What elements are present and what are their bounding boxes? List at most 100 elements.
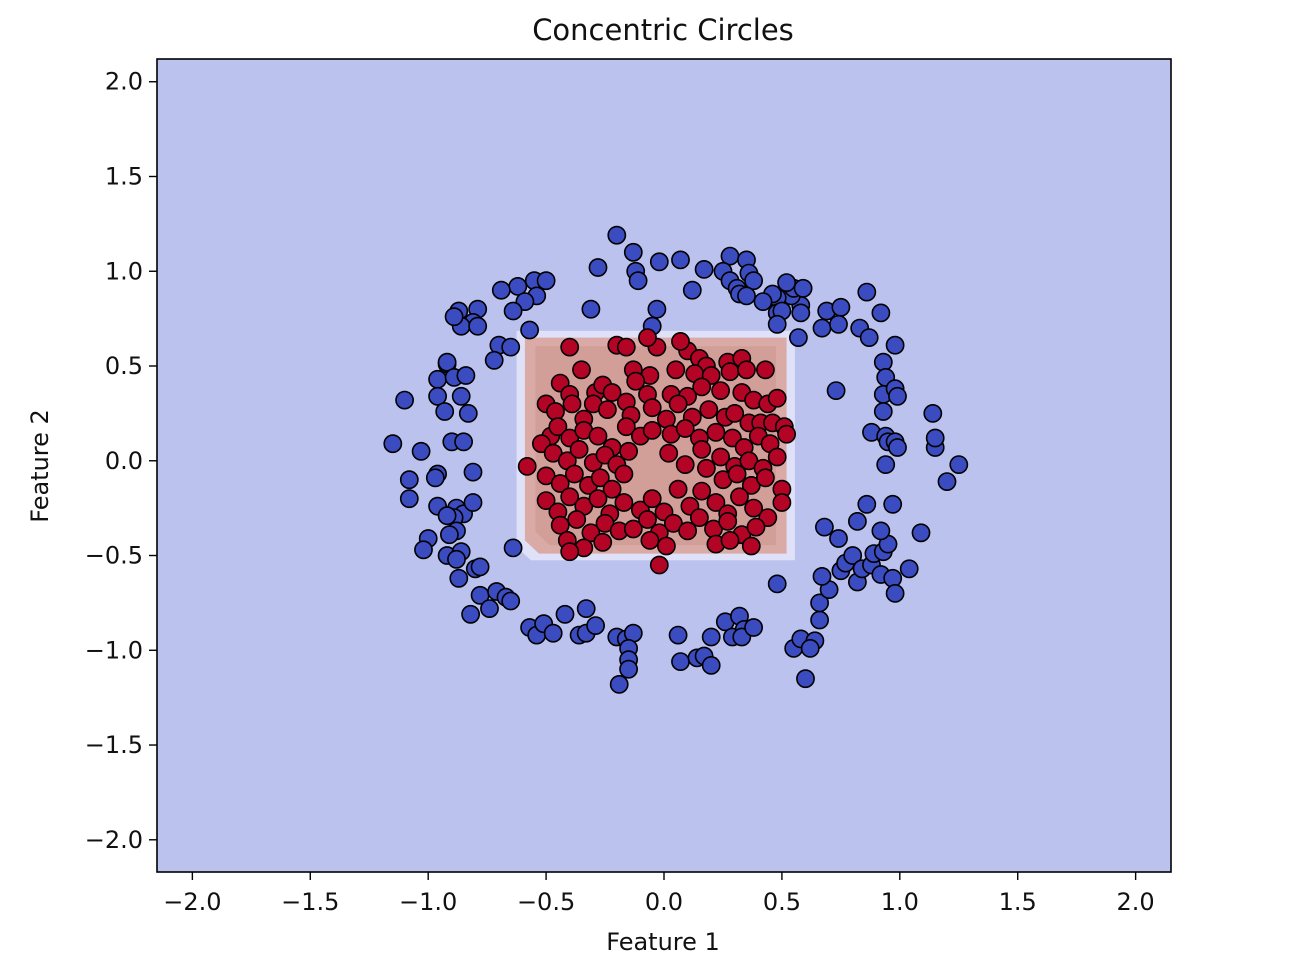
inner-point bbox=[595, 513, 615, 533]
inner-point bbox=[692, 377, 712, 397]
outer-point bbox=[480, 599, 499, 619]
inner-point bbox=[730, 487, 749, 507]
outer-point bbox=[501, 337, 521, 357]
inner-point bbox=[602, 383, 622, 402]
outer-point bbox=[777, 273, 797, 293]
x-tick-label: −1.5 bbox=[281, 888, 339, 916]
outer-point bbox=[454, 432, 474, 452]
outer-point bbox=[873, 402, 893, 421]
inner-point bbox=[546, 402, 565, 421]
inner-point bbox=[666, 360, 686, 380]
outer-point bbox=[463, 462, 483, 482]
inner-point bbox=[668, 479, 688, 499]
outer-point bbox=[744, 618, 764, 637]
x-tick-label: 2.0 bbox=[1117, 888, 1155, 916]
inner-point bbox=[675, 419, 695, 438]
x-tick-label: 0.0 bbox=[645, 888, 683, 916]
outer-point bbox=[859, 328, 879, 348]
outer-point bbox=[812, 567, 832, 586]
outer-point bbox=[588, 258, 608, 277]
y-tick-label: −0.5 bbox=[85, 542, 143, 570]
plot-area bbox=[156, 58, 1172, 873]
outer-point bbox=[694, 259, 714, 279]
x-tick-label: 0.5 bbox=[763, 888, 801, 916]
x-tick-label: −1.0 bbox=[399, 888, 457, 916]
outer-point bbox=[425, 468, 445, 488]
outer-point bbox=[395, 390, 415, 410]
outer-point bbox=[812, 318, 832, 338]
outer-point bbox=[437, 506, 457, 526]
inner-point bbox=[692, 439, 712, 459]
outer-point bbox=[888, 386, 907, 406]
outer-point bbox=[800, 639, 820, 658]
inner-point bbox=[711, 447, 731, 467]
outer-point bbox=[461, 604, 481, 624]
inner-point bbox=[565, 464, 584, 484]
y-tick-label: 2.0 bbox=[105, 68, 143, 96]
outer-point bbox=[470, 557, 490, 577]
inner-point bbox=[772, 493, 792, 512]
outer-point bbox=[628, 271, 648, 291]
x-tick-label: −2.0 bbox=[163, 888, 221, 916]
inner-point bbox=[616, 417, 636, 437]
outer-point bbox=[458, 403, 478, 423]
inner-point bbox=[746, 517, 766, 537]
y-tick-label: −1.5 bbox=[85, 731, 143, 759]
y-tick-label: 0.0 bbox=[105, 447, 143, 475]
inner-point bbox=[638, 328, 657, 348]
inner-point bbox=[614, 464, 634, 484]
inner-point bbox=[718, 512, 738, 531]
inner-point bbox=[548, 417, 568, 437]
outer-point bbox=[871, 303, 891, 323]
outer-point bbox=[399, 489, 419, 509]
outer-point bbox=[468, 316, 488, 336]
outer-point bbox=[451, 386, 471, 406]
x-axis: −2.0 −1.5 −1.0 −0.5 0.0 0.5 1.0 1.5 2.0 bbox=[163, 872, 1155, 916]
inner-point bbox=[756, 468, 775, 488]
outer-point bbox=[949, 455, 969, 475]
outer-point bbox=[435, 402, 455, 421]
inner-point bbox=[602, 479, 622, 499]
inner-point bbox=[560, 487, 580, 507]
outer-point bbox=[383, 434, 403, 454]
outer-point bbox=[456, 366, 476, 385]
outer-point bbox=[491, 280, 511, 300]
chart-title: Concentric Circles bbox=[532, 13, 794, 47]
outer-point bbox=[767, 574, 787, 594]
x-tick-label: −0.5 bbox=[517, 888, 575, 916]
inner-point bbox=[744, 498, 764, 518]
inner-point bbox=[678, 521, 698, 541]
outer-point bbox=[857, 494, 877, 514]
outer-point bbox=[871, 521, 891, 541]
inner-point bbox=[616, 337, 636, 357]
inner-point bbox=[560, 542, 580, 562]
outer-point bbox=[437, 352, 457, 372]
outer-point bbox=[791, 303, 811, 323]
outer-point bbox=[767, 314, 787, 334]
x-tick-label: 1.5 bbox=[999, 888, 1037, 916]
outer-point bbox=[815, 517, 834, 537]
inner-point bbox=[598, 400, 617, 420]
outer-point bbox=[399, 470, 419, 490]
outer-point bbox=[586, 616, 606, 636]
outer-point bbox=[503, 301, 523, 321]
outer-point bbox=[439, 525, 459, 545]
outer-point bbox=[737, 286, 756, 306]
inner-point bbox=[767, 388, 787, 408]
outer-point bbox=[623, 242, 643, 262]
inner-point bbox=[642, 420, 662, 440]
outer-point bbox=[925, 428, 945, 448]
outer-point bbox=[848, 512, 867, 531]
outer-point bbox=[520, 320, 540, 340]
inner-point bbox=[593, 532, 613, 552]
inner-point bbox=[619, 441, 639, 461]
inner-point bbox=[572, 360, 591, 380]
inner-point bbox=[588, 426, 608, 446]
outer-point bbox=[826, 381, 846, 401]
outer-point bbox=[536, 271, 556, 291]
inner-point bbox=[711, 381, 731, 401]
outer-point bbox=[555, 604, 575, 624]
outer-point bbox=[701, 656, 721, 675]
outer-point bbox=[753, 292, 773, 312]
outer-point bbox=[885, 335, 905, 355]
